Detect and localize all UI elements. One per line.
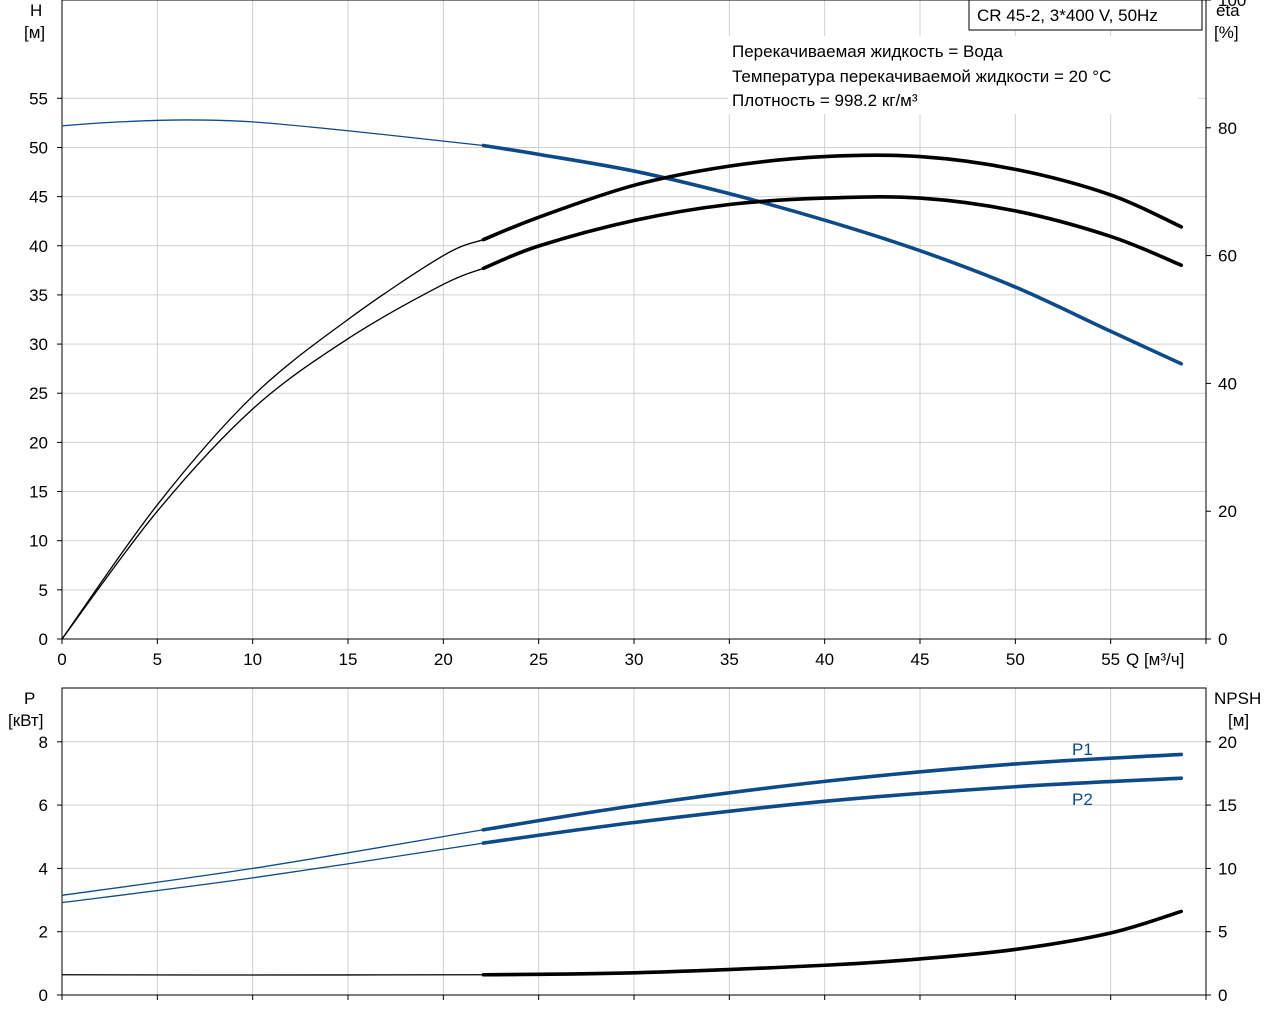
series-eta_lower-operating (481, 195, 1184, 271)
y-left-tick-label: 10 (29, 532, 48, 551)
series-eta_lower-extended (61, 267, 484, 640)
y-right-unit-bottom: [м] (1228, 711, 1249, 730)
series-top (61, 119, 1184, 640)
y-left-tick-label: 5 (39, 581, 48, 600)
y-left-unit-bottom: [кВт] (8, 711, 43, 730)
y-left-tick-label: 2 (39, 923, 48, 942)
y-left-tick-label: 0 (39, 986, 48, 1005)
y-left-tick-label: 30 (29, 335, 48, 354)
y-right-tick-label: 100 (1218, 0, 1246, 10)
y-left-tick-label: 0 (39, 630, 48, 649)
y-right-tick-label: 0 (1218, 630, 1227, 649)
series-H-extended (61, 119, 484, 147)
x-tick-label: 25 (529, 650, 548, 669)
series-P2-operating (481, 776, 1184, 845)
chart-title: CR 45-2, 3*400 V, 50Hz (977, 6, 1158, 25)
y-right-tick-label: 20 (1218, 733, 1237, 752)
info-background (728, 36, 1198, 114)
y-left-unit-top: [м] (24, 23, 45, 42)
y-left-tick-label: 6 (39, 796, 48, 815)
y-right-label-bottom: NPSH (1214, 689, 1261, 708)
y-right-tick-label: 80 (1218, 119, 1237, 138)
series-label-p1: P1 (1072, 740, 1093, 759)
title-box (968, 0, 1203, 31)
y-right-tick-label: 20 (1218, 502, 1237, 521)
y-right-tick-label: 0 (1218, 986, 1227, 1005)
y-left-label-bottom: P (24, 689, 35, 708)
y-left-label-top: H (30, 1, 42, 20)
series-label-p2: P2 (1072, 790, 1093, 809)
x-tick-label: 15 (339, 650, 358, 669)
y-left-tick-label: 20 (29, 433, 48, 452)
y-left-tick-label: 50 (29, 138, 48, 157)
info-density: Плотность = 998.2 кг/м³ (732, 91, 918, 110)
x-tick-label: 10 (243, 650, 262, 669)
series-P1-operating (481, 752, 1184, 832)
y-left-tick-label: 8 (39, 733, 48, 752)
x-tick-label: 45 (911, 650, 930, 669)
y-left-tick-label: 15 (29, 483, 48, 502)
y-left-tick-label: 55 (29, 89, 48, 108)
y-left-tick-label: 40 (29, 237, 48, 256)
x-tick-label: 0 (57, 650, 66, 669)
x-tick-label: 40 (815, 650, 834, 669)
x-tick-label: 30 (625, 650, 644, 669)
info-liquid: Перекачиваемая жидкость = Вода (732, 42, 1003, 61)
y-right-unit-top: [%] (1214, 23, 1239, 42)
y-right-label-top: eta (1216, 1, 1240, 20)
x-tick-label: 35 (720, 650, 739, 669)
x-tick-label: 5 (153, 650, 162, 669)
series-bottom (61, 752, 1184, 977)
y-left-tick-label: 45 (29, 188, 48, 207)
series-H-operating (481, 143, 1184, 366)
series-NPSH-operating (481, 909, 1184, 977)
y-left-tick-label: 35 (29, 286, 48, 305)
y-left-tick-label: 4 (39, 859, 48, 878)
y-right-tick-label: 5 (1218, 923, 1227, 942)
x-tick-label: 20 (434, 650, 453, 669)
axis-ticks: 0 5 10 15 20 25 30 35 40 45 50 55051015202530354045… (29, 0, 1246, 1005)
series-P2-extended (61, 842, 484, 904)
y-right-tick-label: 40 (1218, 374, 1237, 393)
y-left-tick-label: 25 (29, 384, 48, 403)
x-axis-label: Q [м³/ч] (1126, 650, 1184, 669)
x-tick-label: 55 (1101, 650, 1120, 669)
y-right-tick-label: 15 (1218, 796, 1237, 815)
series-eta_upper-extended (61, 239, 484, 640)
y-right-tick-label: 10 (1218, 859, 1237, 878)
info-temperature: Температура перекачиваемой жидкости = 20… (732, 67, 1111, 86)
series-eta_upper-operating (481, 153, 1184, 242)
grid-bottom (62, 688, 1206, 995)
series-P1-extended (61, 829, 484, 896)
y-right-tick-label: 60 (1218, 247, 1237, 266)
x-tick-label: 50 (1006, 650, 1025, 669)
